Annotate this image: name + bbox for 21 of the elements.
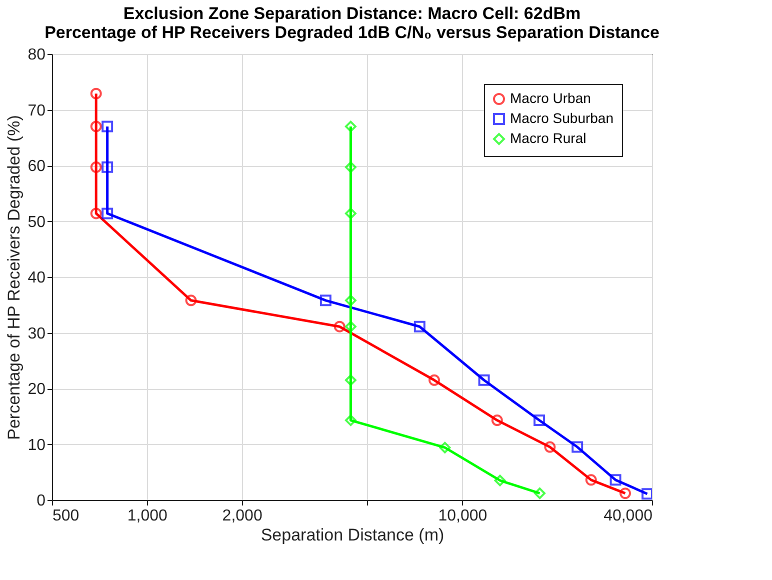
y-tick-label: 30 bbox=[28, 325, 46, 342]
legend-label: Macro Rural bbox=[510, 130, 586, 146]
y-tick-label: 20 bbox=[28, 381, 46, 398]
legend-label: Macro Urban bbox=[510, 90, 591, 106]
x-axis-title: Separation Distance (m) bbox=[260, 526, 444, 544]
y-tick-label: 50 bbox=[28, 214, 46, 231]
x-tick-label: 500 bbox=[52, 508, 80, 524]
text: Percentage of HP Receivers Degraded 1dB C/N₀ versus Separation Distance bbox=[44, 23, 660, 42]
legend-label: Macro Suburban bbox=[510, 110, 614, 126]
x-tick-label: 10,000 bbox=[438, 508, 488, 524]
y-tick-label: 80 bbox=[28, 46, 46, 64]
x-tick-label: 1,000 bbox=[127, 508, 168, 524]
y-tick-label: 10 bbox=[28, 436, 46, 454]
text: Exclusion Zone Separation Distance: Macro Cell: 62dBm bbox=[123, 4, 581, 23]
x-tick-label: 40,000 bbox=[604, 508, 653, 524]
y-tick-label: 60 bbox=[28, 158, 46, 175]
y-axis-title: Percentage of HP Receivers Degraded (%) bbox=[4, 115, 24, 440]
y-tick-label: 0 bbox=[36, 492, 46, 510]
y-tick-label: 40 bbox=[28, 270, 46, 286]
y-tick-label: 70 bbox=[28, 102, 46, 120]
x-tick-label: 2,000 bbox=[222, 508, 262, 524]
